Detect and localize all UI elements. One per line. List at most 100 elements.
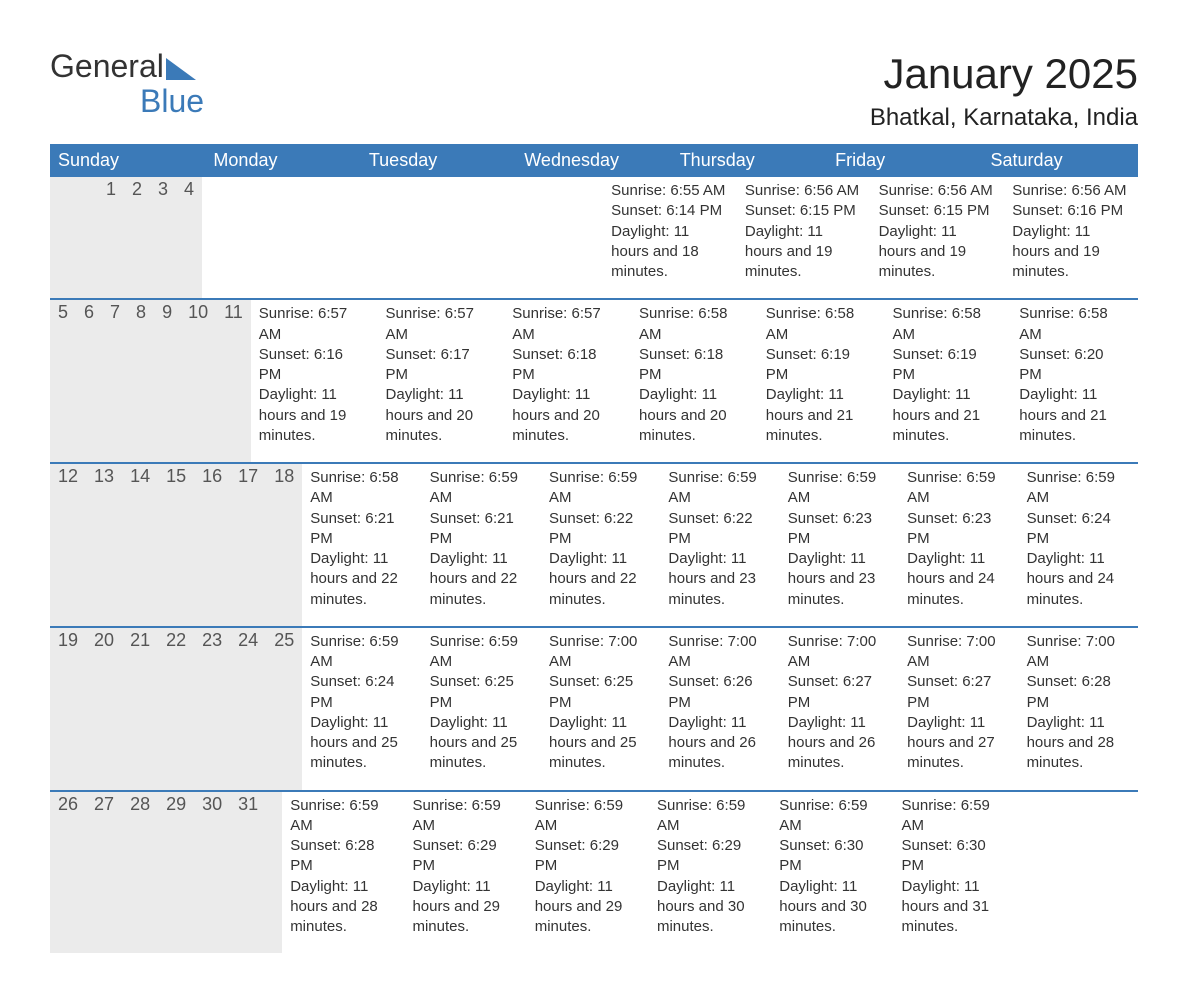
sunrise: Sunrise: 6:58 AM [766, 304, 877, 345]
daynum-row: 12131415161718 [50, 464, 302, 626]
day-detail: Sunrise: 7:00 AMSunset: 6:26 PMDaylight:… [660, 628, 779, 790]
day-number: 2 [124, 177, 150, 298]
day-detail: Sunrise: 6:59 AMSunset: 6:29 PMDaylight:… [649, 792, 771, 954]
day-number: 4 [176, 177, 202, 298]
sunrise: Sunrise: 6:59 AM [430, 632, 533, 673]
daylight: Daylight: 11 hours and 22 minutes. [430, 549, 533, 610]
day-detail: Sunrise: 6:58 AMSunset: 6:18 PMDaylight:… [631, 300, 758, 462]
day-detail: Sunrise: 6:57 AMSunset: 6:18 PMDaylight:… [504, 300, 631, 462]
sunrise: Sunrise: 6:56 AM [745, 181, 863, 201]
day-number: 15 [158, 464, 194, 626]
day-detail: Sunrise: 6:59 AMSunset: 6:22 PMDaylight:… [541, 464, 660, 626]
day-number: 31 [230, 792, 266, 954]
sunrise: Sunrise: 6:59 AM [902, 796, 1008, 837]
day-number: 30 [194, 792, 230, 954]
day-detail: Sunrise: 7:00 AMSunset: 6:28 PMDaylight:… [1019, 628, 1138, 790]
day-number: 28 [122, 792, 158, 954]
daylight: Daylight: 11 hours and 20 minutes. [512, 385, 623, 446]
sunrise: Sunrise: 6:59 AM [1027, 468, 1130, 509]
day-detail: Sunrise: 6:55 AMSunset: 6:14 PMDaylight:… [603, 177, 737, 298]
brand-name-1: General [50, 48, 164, 84]
sunset: Sunset: 6:25 PM [430, 672, 533, 713]
day-number: 18 [266, 464, 302, 626]
day-number: 24 [230, 628, 266, 790]
day-detail: Sunrise: 6:59 AMSunset: 6:24 PMDaylight:… [302, 628, 421, 790]
sunrise: Sunrise: 6:58 AM [639, 304, 750, 345]
day-detail: Sunrise: 6:58 AMSunset: 6:21 PMDaylight:… [302, 464, 421, 626]
day-detail: Sunrise: 6:59 AMSunset: 6:21 PMDaylight:… [422, 464, 541, 626]
sunset: Sunset: 6:21 PM [430, 509, 533, 550]
brand-name-2: Blue [140, 83, 204, 119]
daylight: Daylight: 11 hours and 28 minutes. [290, 877, 396, 938]
dow-thursday: Thursday [672, 144, 827, 177]
dow-row: Sunday Monday Tuesday Wednesday Thursday… [50, 144, 1138, 177]
day-number: 12 [50, 464, 86, 626]
day-detail: Sunrise: 6:56 AMSunset: 6:15 PMDaylight:… [871, 177, 1005, 298]
daylight: Daylight: 11 hours and 26 minutes. [668, 713, 771, 774]
sunset: Sunset: 6:30 PM [779, 836, 885, 877]
day-detail: Sunrise: 6:58 AMSunset: 6:19 PMDaylight:… [885, 300, 1012, 462]
day-detail: Sunrise: 6:59 AMSunset: 6:24 PMDaylight:… [1019, 464, 1138, 626]
daylight: Daylight: 11 hours and 19 minutes. [1012, 222, 1130, 283]
sunset: Sunset: 6:28 PM [1027, 672, 1130, 713]
dow-tuesday: Tuesday [361, 144, 516, 177]
sunset: Sunset: 6:30 PM [902, 836, 1008, 877]
day-number: 16 [194, 464, 230, 626]
daylight: Daylight: 11 hours and 21 minutes. [1019, 385, 1130, 446]
daylight: Daylight: 11 hours and 30 minutes. [657, 877, 763, 938]
day-number: 11 [216, 300, 251, 462]
sunrise: Sunrise: 6:59 AM [430, 468, 533, 509]
daylight: Daylight: 11 hours and 22 minutes. [310, 549, 413, 610]
day-detail: Sunrise: 6:57 AMSunset: 6:16 PMDaylight:… [251, 300, 378, 462]
day-number: 1 [98, 177, 124, 298]
daylight: Daylight: 11 hours and 18 minutes. [611, 222, 729, 283]
sunset: Sunset: 6:19 PM [766, 345, 877, 386]
dow-wednesday: Wednesday [516, 144, 671, 177]
sunrise: Sunrise: 7:00 AM [668, 632, 771, 673]
day-detail: Sunrise: 7:00 AMSunset: 6:25 PMDaylight:… [541, 628, 660, 790]
sunrise: Sunrise: 6:57 AM [512, 304, 623, 345]
daylight: Daylight: 11 hours and 25 minutes. [549, 713, 652, 774]
daylight: Daylight: 11 hours and 25 minutes. [430, 713, 533, 774]
sunrise: Sunrise: 6:59 AM [779, 796, 885, 837]
day-number: 21 [122, 628, 158, 790]
sunrise: Sunrise: 6:59 AM [907, 468, 1010, 509]
daynum-row: 19202122232425 [50, 628, 302, 790]
sunset: Sunset: 6:29 PM [535, 836, 641, 877]
daylight: Daylight: 11 hours and 31 minutes. [902, 877, 1008, 938]
daylight: Daylight: 11 hours and 23 minutes. [668, 549, 771, 610]
day-number: 19 [50, 628, 86, 790]
week: 262728293031Sunrise: 6:59 AMSunset: 6:28… [50, 790, 1138, 954]
day-detail: Sunrise: 6:56 AMSunset: 6:16 PMDaylight:… [1004, 177, 1138, 298]
detail-row: Sunrise: 6:59 AMSunset: 6:24 PMDaylight:… [302, 628, 1138, 790]
detail-row: Sunrise: 6:55 AMSunset: 6:14 PMDaylight:… [202, 177, 1138, 298]
day-number [50, 177, 66, 298]
day-detail: Sunrise: 6:59 AMSunset: 6:25 PMDaylight:… [422, 628, 541, 790]
detail-row: Sunrise: 6:57 AMSunset: 6:16 PMDaylight:… [251, 300, 1138, 462]
day-detail: Sunrise: 6:56 AMSunset: 6:15 PMDaylight:… [737, 177, 871, 298]
day-detail: Sunrise: 6:57 AMSunset: 6:17 PMDaylight:… [378, 300, 505, 462]
sunset: Sunset: 6:16 PM [259, 345, 370, 386]
daylight: Daylight: 11 hours and 29 minutes. [412, 877, 518, 938]
daylight: Daylight: 11 hours and 23 minutes. [788, 549, 891, 610]
day-number: 25 [266, 628, 302, 790]
day-detail: Sunrise: 6:59 AMSunset: 6:29 PMDaylight:… [404, 792, 526, 954]
day-detail: Sunrise: 6:59 AMSunset: 6:29 PMDaylight:… [527, 792, 649, 954]
day-detail [336, 177, 470, 298]
week: 19202122232425Sunrise: 6:59 AMSunset: 6:… [50, 626, 1138, 790]
day-number: 13 [86, 464, 122, 626]
day-number: 6 [76, 300, 102, 462]
sunrise: Sunrise: 6:56 AM [879, 181, 997, 201]
sunrise: Sunrise: 6:59 AM [788, 468, 891, 509]
day-number: 8 [128, 300, 154, 462]
sunrise: Sunrise: 6:59 AM [290, 796, 396, 837]
sunset: Sunset: 6:17 PM [386, 345, 497, 386]
sunrise: Sunrise: 6:57 AM [259, 304, 370, 345]
day-number [82, 177, 98, 298]
sunrise: Sunrise: 6:59 AM [412, 796, 518, 837]
day-detail: Sunrise: 7:00 AMSunset: 6:27 PMDaylight:… [780, 628, 899, 790]
sunset: Sunset: 6:26 PM [668, 672, 771, 713]
sunset: Sunset: 6:19 PM [893, 345, 1004, 386]
daylight: Daylight: 11 hours and 21 minutes. [766, 385, 877, 446]
month-title: January 2025 [870, 50, 1138, 98]
